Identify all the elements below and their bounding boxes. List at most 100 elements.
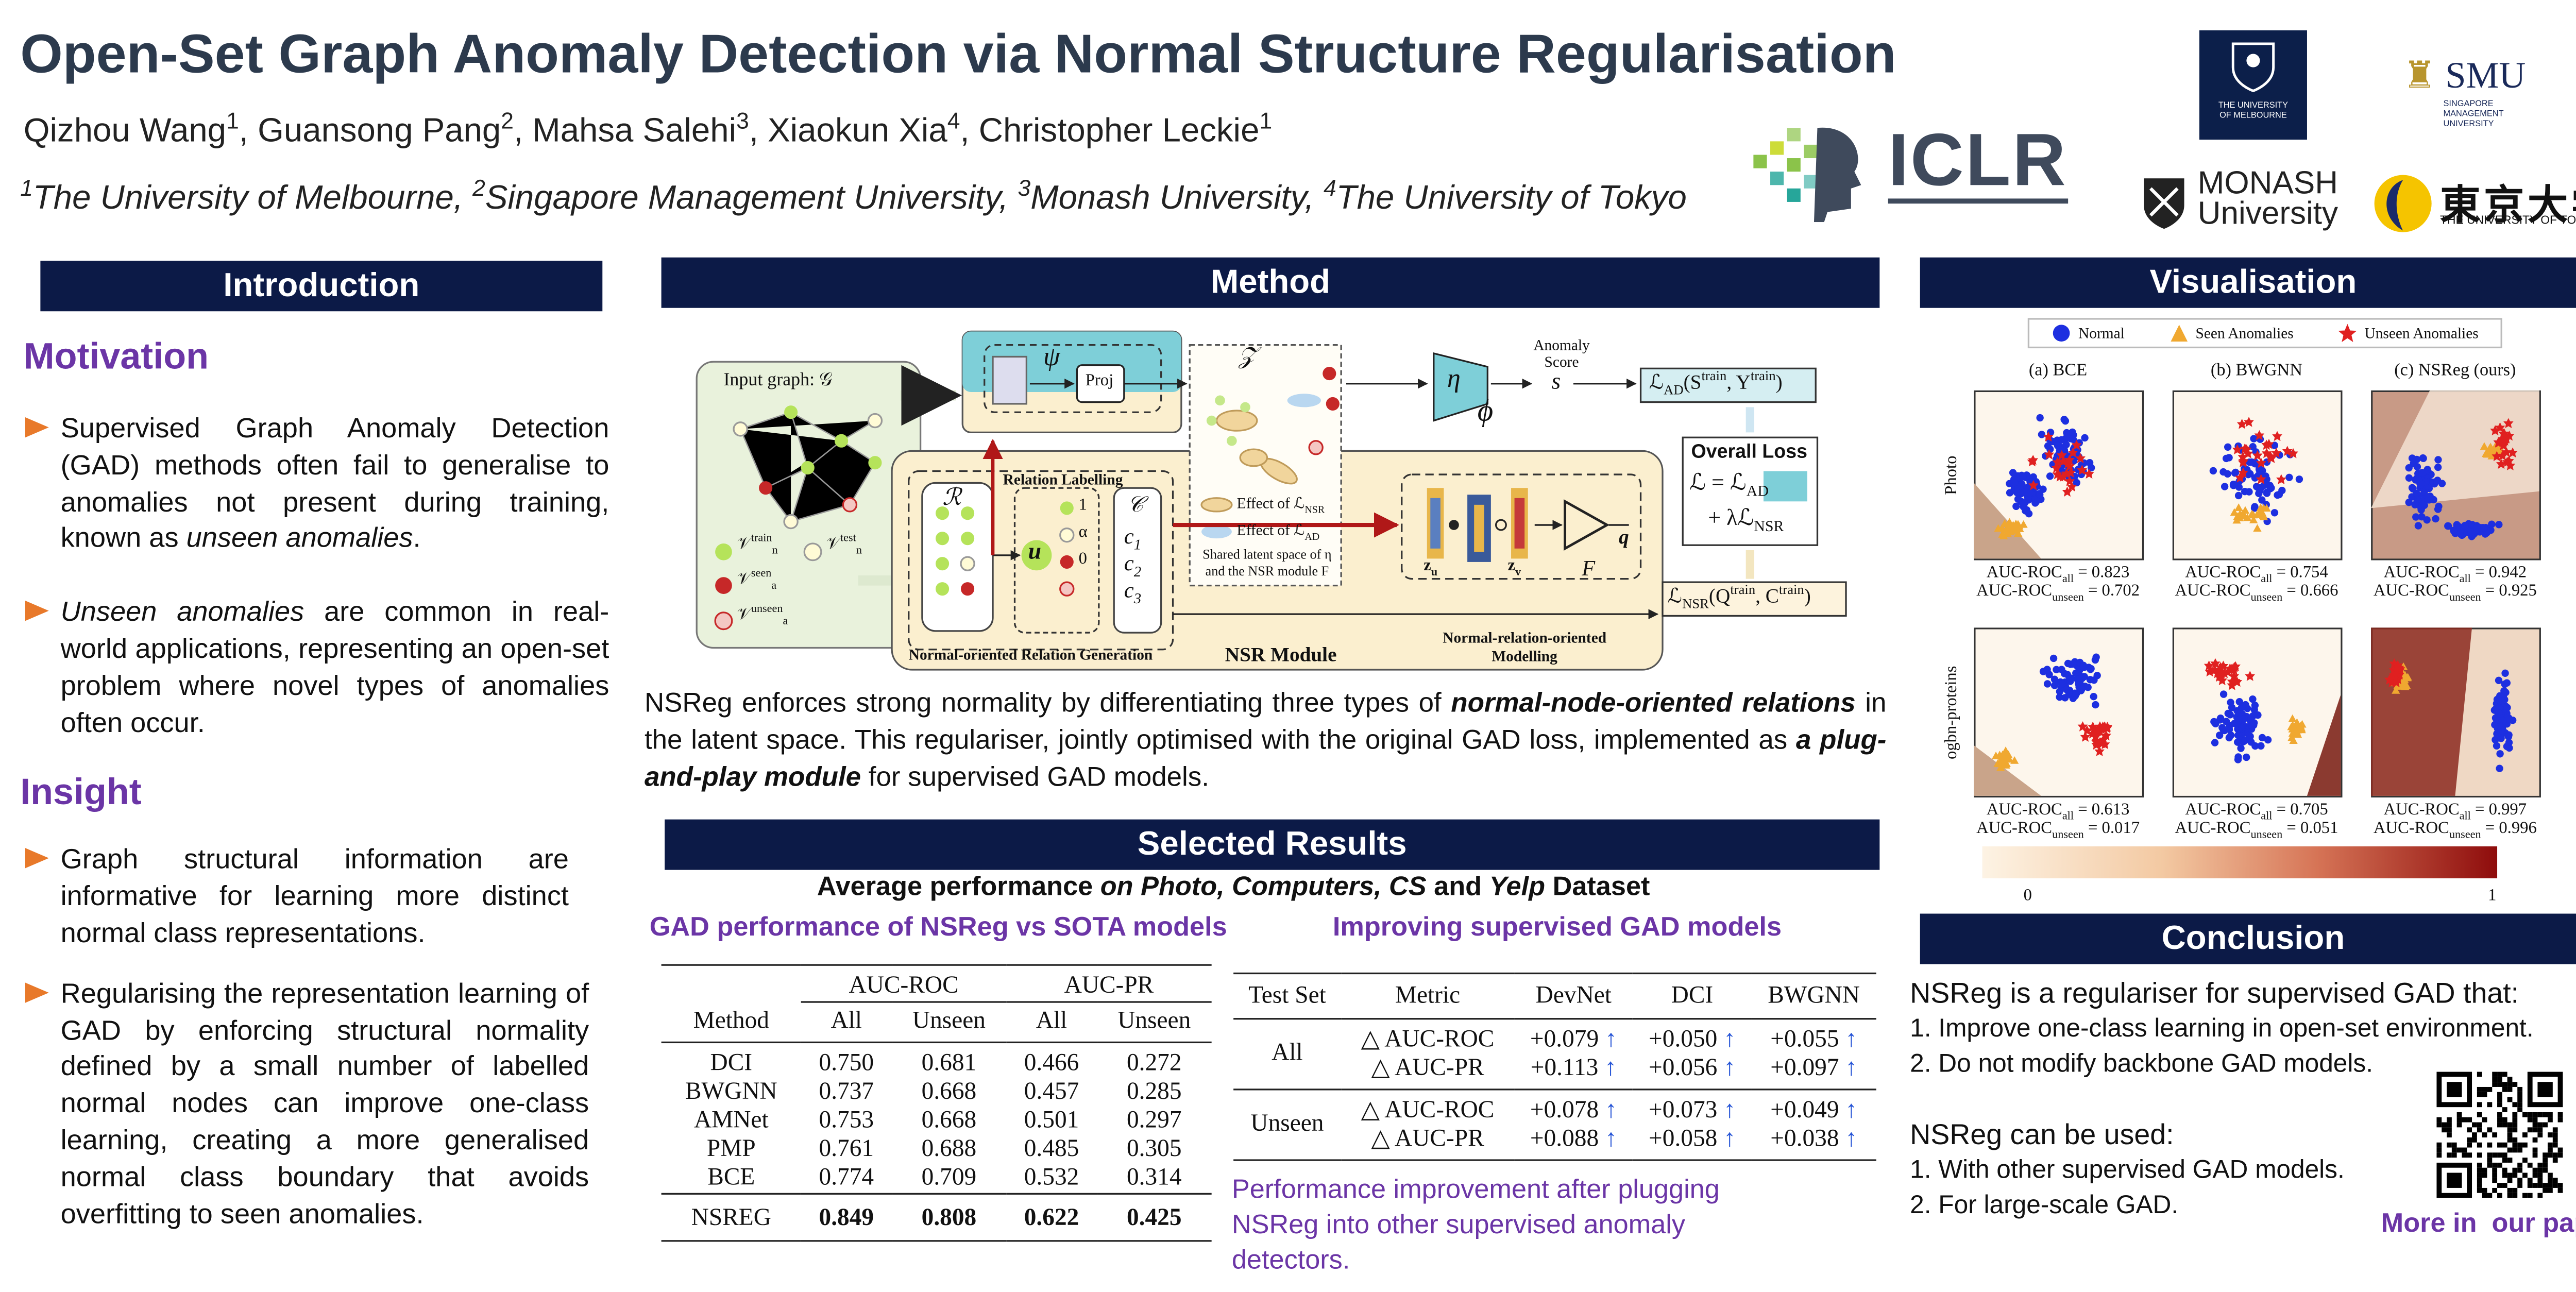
point bbox=[2411, 501, 2419, 508]
qr-module bbox=[2512, 1117, 2518, 1123]
qr-module bbox=[2517, 1162, 2523, 1168]
scatter-plot bbox=[2172, 627, 2343, 798]
text-run: 2 bbox=[1133, 563, 1142, 580]
qr-module bbox=[2502, 1122, 2507, 1128]
point bbox=[2071, 439, 2082, 450]
point bbox=[2495, 521, 2503, 529]
text-run: normal-node-oriented relations bbox=[1451, 688, 1856, 719]
table-cell: 0.622 bbox=[1024, 1204, 1079, 1232]
text-run: Supervised Graph Anomaly Detection (GAD)… bbox=[60, 412, 609, 554]
text-run: train bbox=[1701, 368, 1727, 384]
authors: Qizhou Wang1, Guansong Pang2, Mahsa Sale… bbox=[24, 109, 1272, 151]
qr-module bbox=[2507, 1077, 2513, 1082]
qr-module bbox=[2532, 1112, 2538, 1117]
scatter-plot bbox=[2371, 627, 2541, 798]
table-header: Metric bbox=[1395, 982, 1461, 1010]
table-cell: △ AUC-ROC bbox=[1361, 1097, 1495, 1124]
text-run: v bbox=[1515, 567, 1521, 579]
text-run: 𝒱 bbox=[826, 535, 840, 554]
diagram-label: 𝒱seena bbox=[737, 568, 777, 592]
diagram-label: Effect of ℒAD bbox=[1237, 522, 1320, 543]
qr-module bbox=[2522, 1132, 2528, 1137]
point bbox=[2067, 447, 2078, 458]
section-header: Introduction bbox=[40, 261, 603, 312]
qr-module bbox=[2502, 1142, 2507, 1148]
point bbox=[2496, 458, 2506, 469]
point bbox=[2241, 736, 2249, 744]
text-run: = 0.942 bbox=[2470, 564, 2527, 583]
qr-module bbox=[2492, 1187, 2498, 1193]
text-run: ℒ = ℒ bbox=[1689, 469, 1747, 495]
qr-module bbox=[2436, 1117, 2442, 1123]
point bbox=[2288, 448, 2298, 458]
qr-module bbox=[2532, 1122, 2538, 1128]
table-cell: △ AUC-ROC bbox=[1361, 1026, 1495, 1053]
auc-label: AUC-ROCall = 0.823 bbox=[1957, 564, 2159, 585]
point bbox=[2423, 516, 2431, 524]
point bbox=[2288, 729, 2297, 737]
text-run: 4 bbox=[947, 108, 960, 134]
diagram-label: Proj bbox=[1085, 371, 1114, 390]
point bbox=[2050, 675, 2059, 683]
qr-module bbox=[2507, 1147, 2513, 1153]
column-title: (b) BWGNN bbox=[2210, 362, 2303, 381]
qr-module bbox=[2472, 1122, 2477, 1128]
crest bbox=[2231, 42, 2275, 92]
point bbox=[2227, 663, 2238, 674]
point bbox=[2507, 447, 2518, 458]
qr-module bbox=[2436, 1152, 2442, 1158]
qr-module bbox=[2447, 1127, 2452, 1133]
scatter-plot bbox=[1974, 390, 2144, 560]
diagram-label: Shared latent space of η and the NSR mod… bbox=[1202, 547, 1332, 579]
text-run: = 0.702 bbox=[2083, 582, 2140, 601]
point bbox=[2043, 680, 2052, 688]
table-header: AUC-PR bbox=[1006, 965, 1212, 1003]
qr-module bbox=[2487, 1158, 2493, 1163]
legend-entry: Seen Anomalies bbox=[2168, 323, 2294, 343]
point bbox=[2046, 472, 2054, 480]
qr-module bbox=[2548, 1147, 2553, 1153]
more-link[interactable]: More in our paper! bbox=[2381, 1210, 2576, 1238]
qr-module bbox=[2467, 1137, 2472, 1143]
point bbox=[2052, 457, 2063, 467]
qr-module bbox=[2532, 1172, 2538, 1178]
point bbox=[2289, 721, 2297, 729]
qr-module bbox=[2492, 1172, 2498, 1178]
qr-module bbox=[2507, 1132, 2513, 1137]
point bbox=[2071, 689, 2079, 697]
text-run: AUC-ROC bbox=[2175, 819, 2251, 838]
point bbox=[2238, 467, 2248, 478]
text-run: , Y bbox=[1726, 370, 1751, 394]
point bbox=[2432, 515, 2439, 523]
point bbox=[2232, 516, 2241, 524]
point bbox=[2091, 737, 2102, 747]
text-run: n bbox=[772, 545, 778, 557]
smu-text: SMU bbox=[2445, 54, 2526, 96]
qr-module bbox=[2497, 1112, 2502, 1117]
text-run: z bbox=[1423, 557, 1431, 576]
point bbox=[2219, 468, 2227, 476]
text-run: 3 bbox=[736, 108, 749, 134]
text-run: 1 bbox=[226, 108, 239, 134]
qr-module bbox=[2522, 1142, 2528, 1148]
qr-module bbox=[2537, 1122, 2543, 1128]
table-header: Unseen bbox=[912, 1008, 986, 1035]
qr-module bbox=[2512, 1172, 2518, 1178]
point bbox=[2234, 503, 2243, 511]
qr-module bbox=[2537, 1193, 2543, 1198]
diagram-label: ℛ bbox=[942, 486, 961, 512]
bullet: Graph structural information are informa… bbox=[24, 842, 569, 952]
qr-code[interactable] bbox=[2435, 1070, 2564, 1199]
scatter-plot bbox=[2172, 390, 2343, 560]
point bbox=[2066, 481, 2077, 492]
qr-module bbox=[2522, 1193, 2528, 1198]
qr-module bbox=[2517, 1097, 2523, 1102]
qr-module bbox=[2548, 1187, 2553, 1193]
point bbox=[2014, 529, 2023, 537]
text-run: all bbox=[2261, 573, 2273, 586]
qr-module bbox=[2492, 1162, 2498, 1168]
point bbox=[2258, 496, 2266, 504]
point bbox=[2006, 489, 2014, 497]
point bbox=[2434, 456, 2442, 464]
melbourne-text: THE UNIVERSITY OF MELBOURNE bbox=[2218, 100, 2289, 122]
